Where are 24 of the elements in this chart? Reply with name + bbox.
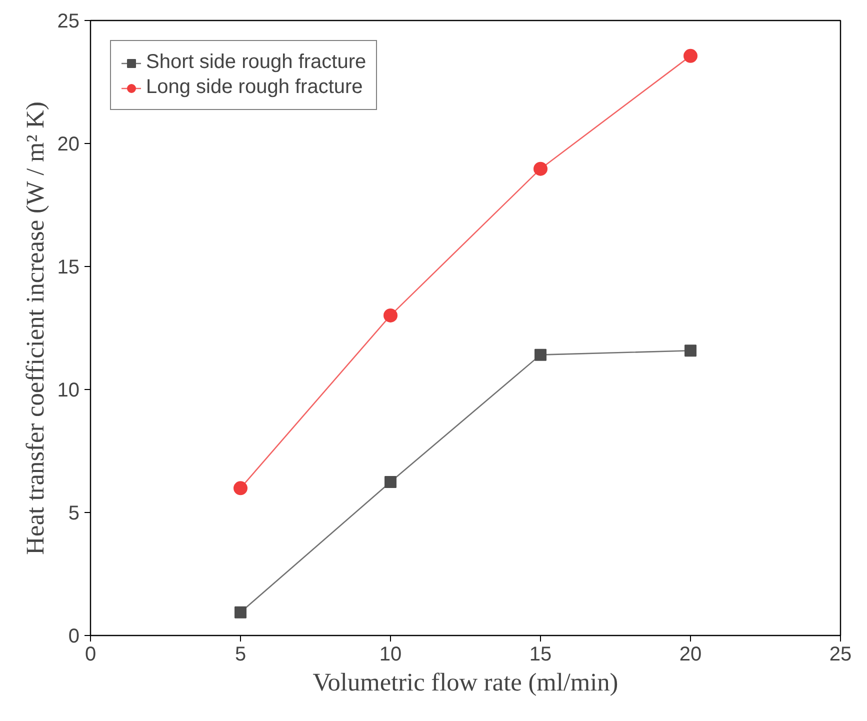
y-tick-label: 25: [57, 10, 80, 32]
y-tick-label: 5: [68, 502, 80, 524]
y-tick-label: 20: [57, 134, 80, 156]
point: [384, 476, 396, 488]
y-tick-label: 0: [68, 626, 80, 648]
point: [684, 344, 696, 357]
x-tick-label: 25: [829, 644, 852, 666]
point: [234, 606, 246, 618]
legend-label: Short side rough fracture: [146, 51, 366, 74]
point: [384, 308, 398, 322]
y-axis-title: Heat transfer coefficient increase (W / m² K): [21, 102, 50, 555]
point: [534, 162, 548, 176]
point: [234, 481, 248, 496]
y-tick-label: 15: [57, 256, 80, 278]
x-axis-title: Volumetric flow rate (ml/min): [312, 668, 618, 696]
x-tick-label: 10: [379, 644, 402, 666]
x-tick-label: 0: [84, 644, 96, 666]
x-tick-label: 20: [679, 644, 702, 666]
point: [684, 48, 698, 63]
x-tick-label: 15: [529, 644, 552, 666]
y-tick-label: 10: [57, 380, 80, 402]
legend-label: Long side rough fracture: [146, 76, 363, 99]
point: [534, 348, 546, 361]
x-tick-label: 5: [234, 644, 246, 666]
